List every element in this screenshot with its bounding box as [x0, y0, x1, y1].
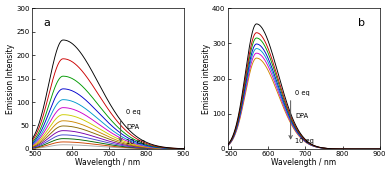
- Y-axis label: Emission intensity: Emission intensity: [201, 43, 211, 114]
- X-axis label: Wavelength / nm: Wavelength / nm: [75, 158, 140, 167]
- Text: a: a: [43, 18, 50, 28]
- X-axis label: Wavelength / nm: Wavelength / nm: [271, 158, 336, 167]
- Text: 10 eq: 10 eq: [295, 138, 314, 144]
- Text: 0 eq: 0 eq: [126, 109, 141, 115]
- Text: 10 eq: 10 eq: [126, 139, 145, 145]
- Text: b: b: [358, 18, 365, 28]
- Text: DPA: DPA: [295, 112, 308, 119]
- Y-axis label: Emission Intensity: Emission Intensity: [5, 43, 15, 114]
- Text: 0 eq: 0 eq: [295, 90, 310, 96]
- Text: DPA: DPA: [126, 124, 139, 130]
